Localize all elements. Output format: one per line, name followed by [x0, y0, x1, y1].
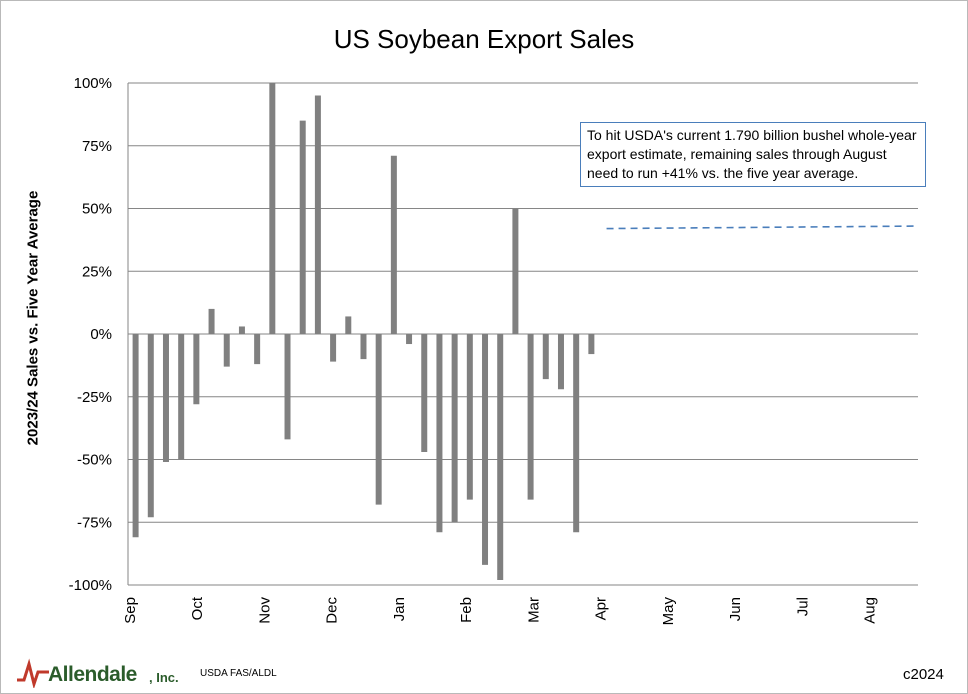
x-tick-label: Mar — [525, 597, 542, 623]
x-tick-label: Aug — [862, 597, 879, 624]
x-tick-label: Jan — [391, 597, 408, 621]
y-tick-labels: 100% 75% 50% 25% 0% -25% -50% -75% -100% — [69, 75, 112, 594]
allendale-logo-icon — [17, 658, 49, 688]
annotation-box: To hit USDA's current 1.790 billion bush… — [580, 122, 926, 187]
x-tick-label: Feb — [458, 597, 475, 623]
x-tick-label: Dec — [324, 597, 341, 624]
logo-suffix: , Inc. — [149, 670, 179, 685]
x-tick-label: May — [660, 597, 677, 626]
logo-name: Allendale — [48, 663, 137, 686]
x-tick-label: Jul — [794, 597, 811, 616]
x-tick-label: Jun — [727, 597, 744, 621]
y-tick-label: -75% — [77, 514, 112, 531]
x-tick-label: Nov — [256, 597, 273, 624]
gridlines — [127, 82, 918, 586]
y-tick-label: -25% — [77, 389, 112, 406]
target-line-group — [606, 225, 919, 230]
copyright: c2024 — [903, 666, 944, 683]
y-tick-label: 100% — [74, 75, 112, 92]
y-tick-label: -100% — [69, 577, 112, 594]
y-tick-label: -50% — [77, 452, 112, 469]
x-tick-label: Apr — [593, 597, 610, 620]
y-tick-label: 50% — [82, 201, 112, 218]
bars — [132, 83, 595, 580]
source-note: USDA FAS/ALDL — [200, 668, 277, 679]
y-tick-label: 75% — [82, 138, 112, 155]
y-tick-label: 25% — [82, 263, 112, 280]
x-tick-label: Sep — [122, 597, 139, 624]
chart-title: US Soybean Export Sales — [333, 24, 635, 54]
target-line — [606, 225, 919, 230]
x-tick-labels: Sep Oct Nov Dec Jan Feb Mar Apr May Jun Jul Aug — [122, 596, 879, 625]
x-tick-label: Oct — [189, 596, 206, 620]
y-tick-label: 0% — [90, 326, 112, 343]
